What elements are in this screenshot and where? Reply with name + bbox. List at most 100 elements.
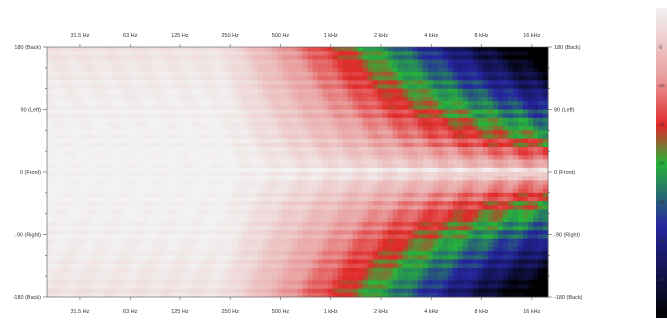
heatmap-cell [267,105,273,110]
heatmap-cell [377,201,384,206]
heatmap-cell [152,76,158,81]
heatmap-cell [442,47,449,52]
heatmap-cell [167,267,173,273]
heatmap-cell [227,217,233,223]
heatmap-cell [312,230,318,235]
heatmap-cell [427,209,434,215]
heatmap-cell [92,255,98,260]
heatmap-cell [202,92,208,98]
heatmap-cell [202,176,208,181]
heatmap-cell [152,217,158,223]
heatmap-cell [227,209,233,215]
heatmap-cell [137,267,143,273]
heatmap-cell [67,251,73,256]
heatmap-cell [177,151,183,156]
heatmap-cell [327,51,333,56]
heatmap-cell [347,292,354,298]
heatmap-cell [212,84,218,90]
heatmap-cell [82,176,88,181]
heatmap-cell [307,280,313,285]
heatmap-cell [77,226,83,231]
heatmap-cell [187,142,193,148]
heatmap-cell [312,167,318,173]
heatmap-cell [287,138,293,144]
heatmap-cell [207,288,213,294]
heatmap-cell [322,251,328,256]
heatmap-cell [402,242,409,248]
heatmap-cell [277,105,283,110]
heatmap-cell [267,205,273,210]
heatmap-cell [327,151,333,156]
heatmap-cell [332,130,338,135]
heatmap-cell [192,109,198,115]
heatmap-cell [182,234,188,240]
heatmap-cell [367,242,374,248]
heatmap-cell [237,138,243,144]
heatmap-cell [152,251,158,256]
heatmap-cell [127,147,133,152]
heatmap-cell [167,101,173,106]
heatmap-cell [102,92,108,98]
heatmap-cell [117,230,123,235]
heatmap-cell [47,288,53,294]
heatmap-cell [102,276,108,281]
heatmap-cell [257,147,263,152]
heatmap-cell [122,184,128,190]
heatmap-cell [402,101,409,106]
heatmap-cell [222,55,228,60]
heatmap-cell [262,163,268,169]
heatmap-cell [167,172,173,177]
heatmap-cell [107,147,113,152]
heatmap-cell [302,101,308,106]
heatmap-cell [322,151,328,156]
heatmap-cell [72,255,78,260]
heatmap-cell [112,63,118,69]
heatmap-cell [232,251,238,256]
heatmap-cell [57,84,63,90]
heatmap-cell [357,76,364,81]
heatmap-cell [137,192,143,198]
heatmap-cell [462,63,469,69]
heatmap-cell [387,72,394,77]
heatmap-cell [427,288,434,294]
heatmap-cell [347,217,354,223]
heatmap-cell [72,109,78,115]
heatmap-cell [452,155,459,160]
heatmap-cell [382,159,389,165]
heatmap-cell [422,238,429,244]
heatmap-cell [227,280,233,285]
heatmap-cell [72,59,78,65]
heatmap-cell [342,213,348,219]
heatmap-cell [362,117,369,123]
heatmap-cell [132,267,138,273]
heatmap-cell [452,97,459,102]
heatmap-cell [132,59,138,65]
heatmap-cell [307,51,313,56]
heatmap-cell [322,122,328,127]
heatmap-cell [417,192,424,198]
heatmap-cell [77,134,83,140]
heatmap-cell [452,201,459,206]
heatmap-cell [67,159,73,165]
heatmap-cell [362,259,369,265]
heatmap-cell [332,67,338,73]
heatmap-cell [202,88,208,94]
heatmap-cell [287,92,293,98]
heatmap-cell [427,251,434,256]
heatmap-cell [307,263,313,269]
heatmap-cell [272,105,278,110]
heatmap-cell [377,197,384,202]
heatmap-cell [382,259,389,265]
heatmap-cell [342,67,348,73]
heatmap-cell [122,222,128,227]
heatmap-cell [217,217,223,223]
heatmap-cell [142,88,148,94]
heatmap-cell [407,72,414,77]
heatmap-cell [237,226,243,231]
heatmap-cell [152,80,158,85]
heatmap-cell [337,172,343,177]
heatmap-cell [307,151,313,156]
heatmap-cell [232,267,238,273]
heatmap-cell [457,59,464,65]
heatmap-cell [392,80,399,85]
